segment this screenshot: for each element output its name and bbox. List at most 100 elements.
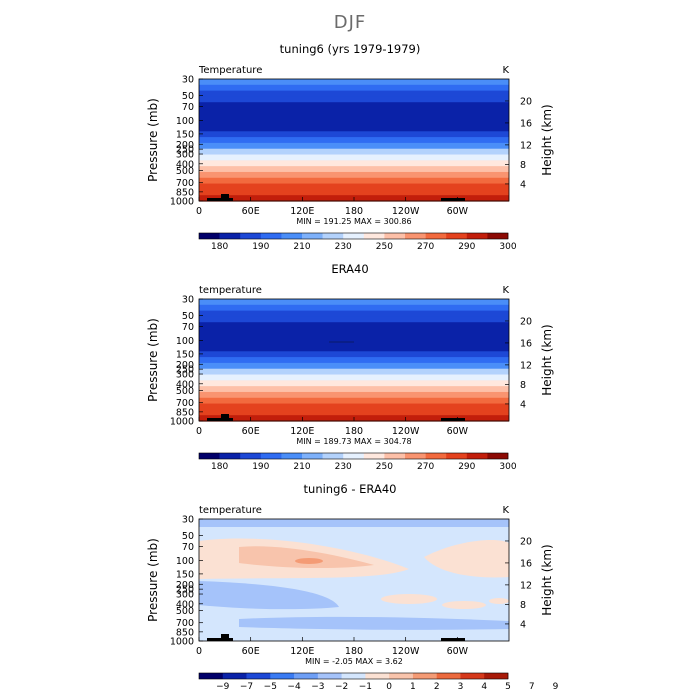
min-max-label: MIN = -2.05 MAX = 3.62	[305, 657, 403, 666]
topography-land	[221, 194, 229, 201]
colorbar-swatch	[246, 673, 271, 679]
colorbar-swatch	[270, 673, 295, 679]
y2-axis-label: Height (km)	[540, 104, 554, 175]
y-tick-label: 70	[182, 542, 194, 553]
y2-tick-label: 20	[520, 316, 532, 327]
contour-band	[199, 581, 339, 610]
x-tick-label: 60E	[242, 426, 260, 437]
contour-band	[199, 316, 509, 323]
colorbar-label: 3	[458, 682, 464, 692]
x-tick-label: 120W	[392, 426, 420, 437]
x-tick-label: 0	[196, 646, 202, 657]
topography-land	[441, 418, 465, 421]
y-tick-label: 150	[176, 349, 194, 360]
y-tick-label: 50	[182, 91, 194, 102]
colorbar-label: 210	[293, 462, 310, 472]
y-tick-label: 50	[182, 531, 194, 542]
y2-tick-label: 12	[520, 140, 532, 151]
x-tick-label: 0	[196, 426, 202, 437]
y2-tick-label: 4	[520, 619, 526, 630]
field-label: Temperature	[198, 65, 262, 76]
y-tick-label: 200	[176, 360, 194, 371]
contour-band	[199, 148, 509, 156]
contour-band	[442, 601, 486, 609]
contour-band	[199, 333, 509, 341]
y2-axis-label: Height (km)	[540, 324, 554, 395]
y-tick-label: 70	[182, 102, 194, 113]
min-max-label: MIN = 189.73 MAX = 304.78	[296, 437, 411, 446]
contour-band	[199, 368, 509, 376]
colorbar-swatch	[363, 453, 385, 459]
x-tick-label: 60E	[242, 206, 260, 217]
y2-tick-label: 8	[520, 380, 526, 391]
colorbar-swatch	[322, 233, 344, 239]
y2-tick-label: 8	[520, 600, 526, 611]
contour-band	[199, 403, 509, 410]
y-tick-label: 250	[176, 145, 194, 156]
colorbar-swatch	[484, 673, 509, 679]
colorbar-swatch	[405, 233, 426, 239]
y-tick-label: 850	[176, 187, 194, 198]
temperature-bands	[199, 79, 509, 202]
colorbar-swatch	[240, 233, 262, 239]
colorbar: 180 190 210 230 250 270 290 300	[198, 232, 517, 252]
y-tick-label: 100	[176, 336, 194, 347]
colorbar-swatch	[199, 673, 224, 679]
y-tick-label: 500	[176, 166, 194, 177]
y2-tick-label: 4	[520, 179, 526, 190]
colorbar-label: 250	[376, 242, 393, 252]
contour-band	[199, 304, 509, 312]
y-tick-label: 700	[176, 178, 194, 189]
colorbar-swatch	[322, 453, 344, 459]
x-tick-label: 120W	[392, 206, 420, 217]
colorbar-label: 2	[434, 682, 440, 692]
contour-band	[199, 299, 509, 306]
units-label: K	[502, 505, 509, 516]
panel-title-3: tuning6 - ERA40	[303, 482, 397, 496]
colorbar-label: −9	[216, 682, 230, 692]
colorbar-swatch	[343, 233, 365, 239]
contour-band	[199, 154, 509, 161]
contour-band	[199, 119, 509, 127]
x-tick-label: 120E	[290, 206, 314, 217]
y-axis-label: Pressure (mb)	[146, 318, 160, 402]
contour-band	[199, 519, 509, 527]
x-tick-label: 60W	[447, 206, 469, 217]
contour-band	[199, 84, 509, 92]
contour-band	[199, 351, 509, 358]
colorbar-label: 290	[458, 462, 475, 472]
y2-tick-label: 16	[520, 558, 532, 569]
y-tick-label: 30	[182, 75, 194, 86]
y2-tick-label: 12	[520, 580, 532, 591]
min-max-label: MIN = 191.25 MAX = 300.86	[296, 217, 411, 226]
units-label: K	[502, 65, 509, 76]
y-tick-label: 400	[176, 159, 194, 170]
topography-land	[441, 198, 465, 201]
colorbar: −9 −7 −5 −4 −3 −2 −1 0 1 2 3 4 5 7 9	[198, 672, 559, 692]
contour-band	[239, 546, 374, 569]
colorbar-swatch	[317, 673, 342, 679]
colorbar-swatch	[343, 453, 365, 459]
contour-band	[199, 137, 509, 144]
y2-tick-label: 20	[520, 536, 532, 547]
x-tick-label: 0	[196, 206, 202, 217]
colorbar-label: 180	[211, 242, 228, 252]
contour-band	[199, 125, 509, 132]
contour-band	[199, 328, 509, 335]
contour-band	[199, 391, 509, 399]
topography-mask	[207, 634, 465, 641]
colorbar-label: 300	[499, 462, 516, 472]
x-tick-label: 120E	[290, 646, 314, 657]
field-label: temperature	[199, 285, 262, 296]
topography-land	[221, 634, 229, 641]
colorbar-swatch	[487, 233, 509, 239]
colorbar-label: −4	[287, 682, 301, 692]
contour-band	[199, 310, 509, 318]
colorbar-label: −3	[311, 682, 324, 692]
contour-band	[489, 598, 509, 604]
field-label: temperature	[199, 505, 262, 516]
y-tick-label: 700	[176, 618, 194, 629]
contour-band	[199, 113, 509, 121]
y2-axis-label: Height (km)	[540, 544, 554, 615]
y2-tick-label: 12	[520, 360, 532, 371]
